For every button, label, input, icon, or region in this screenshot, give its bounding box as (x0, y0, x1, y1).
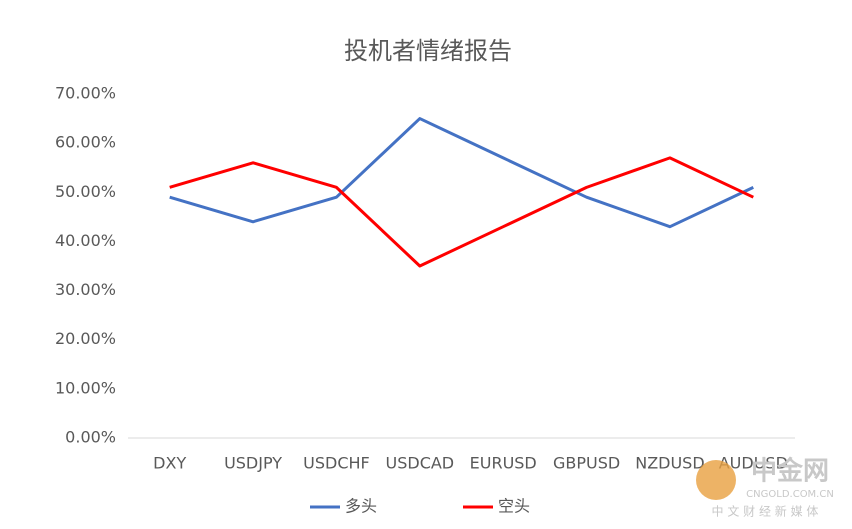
watermark-domain: CNGOLD.COM.CN (746, 489, 834, 500)
watermark-name: 中金网 (751, 456, 829, 487)
x-tick-label: DXY (153, 454, 186, 473)
x-tick-label: NZDUSD (635, 454, 704, 473)
watermark-logo (696, 460, 736, 500)
y-tick-label: 30.00% (55, 280, 116, 299)
x-tick-label: USDCAD (386, 454, 455, 473)
y-tick-label: 70.00% (55, 84, 116, 103)
x-tick-label: GBPUSD (553, 454, 620, 473)
series-line (169, 117, 754, 229)
y-tick-label: 50.00% (55, 182, 116, 201)
legend-item: 空头 (463, 497, 530, 516)
y-tick-label: 20.00% (55, 329, 116, 348)
y-tick-label: 10.00% (55, 378, 116, 397)
x-tick-label: USDCHF (303, 454, 370, 473)
y-tick-label: 60.00% (55, 133, 116, 152)
series-line (169, 156, 754, 268)
legend-item: 多头 (310, 497, 377, 516)
watermark-slogan: 中 文 财 经 新 媒 体 (712, 504, 819, 519)
watermark: 中金网 CNGOLD.COM.CN 中 文 财 经 新 媒 体 (696, 456, 834, 519)
y-tick-label: 0.00% (65, 428, 116, 447)
x-tick-label: USDJPY (224, 454, 282, 473)
y-tick-label: 40.00% (55, 231, 116, 250)
legend-label: 多头 (345, 497, 377, 516)
chart-title: 投机者情绪报告 (344, 37, 512, 65)
legend-label: 空头 (498, 497, 530, 516)
x-tick-label: AUDUSD (719, 454, 788, 473)
x-tick-label: EURUSD (470, 454, 537, 473)
